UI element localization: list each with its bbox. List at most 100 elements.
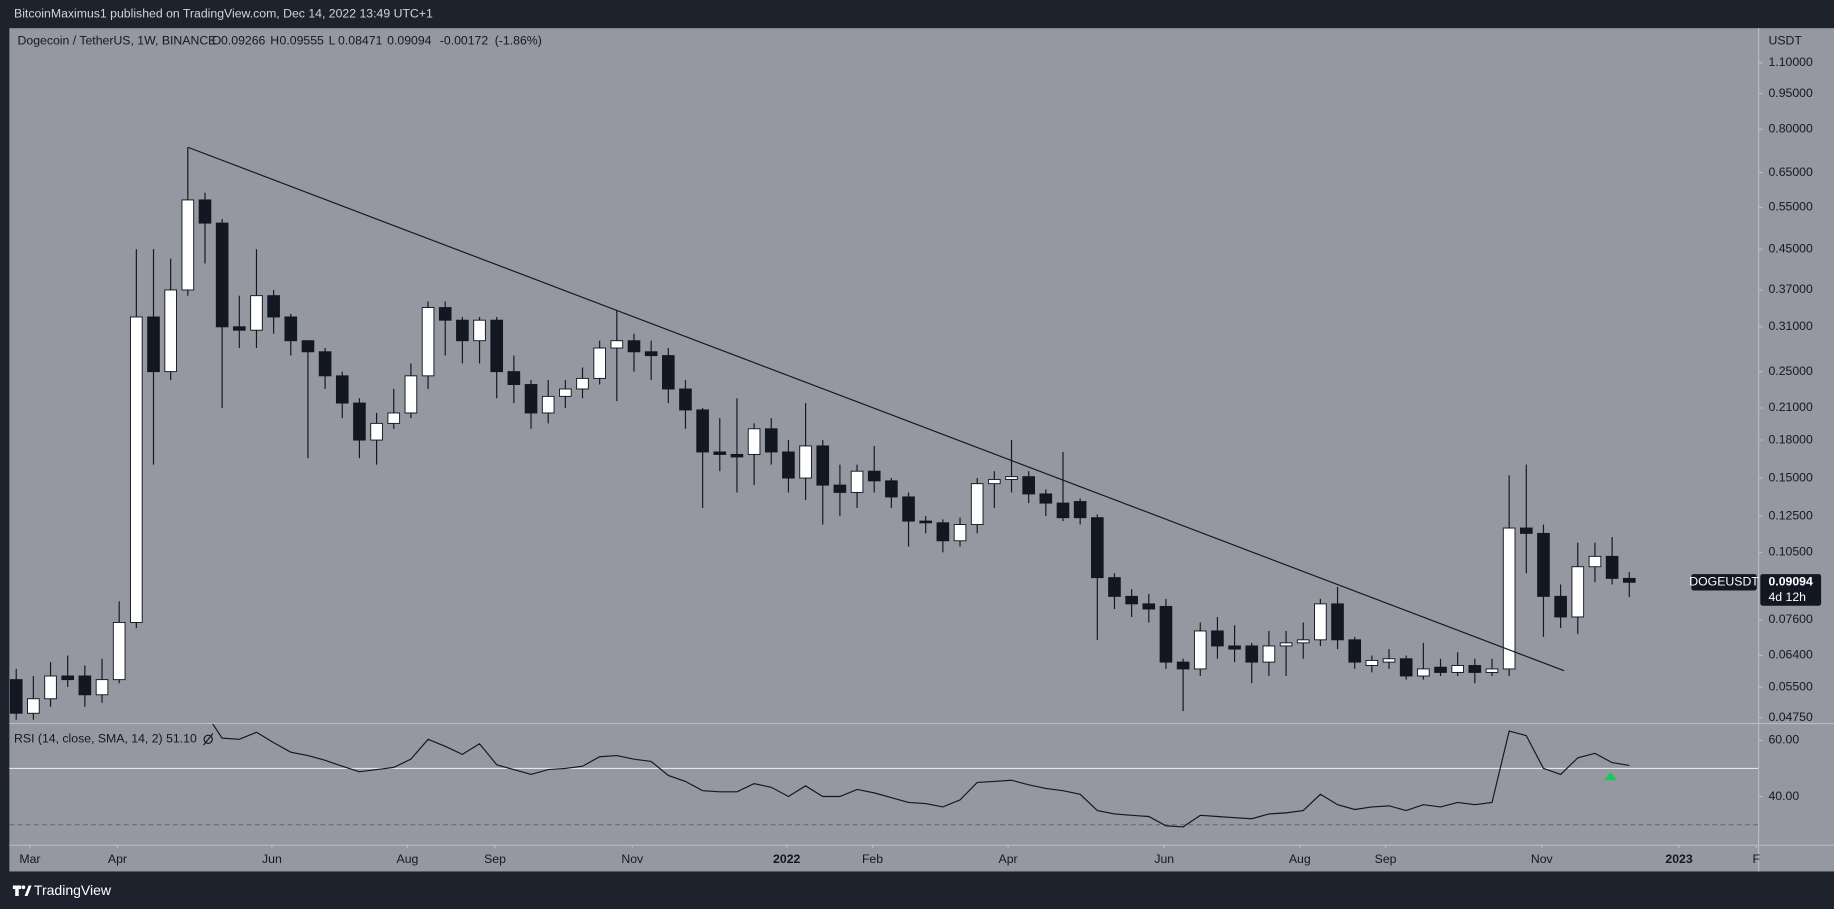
brand: TradingView (34, 882, 112, 898)
candle-body (559, 388, 572, 397)
y-tick-label: 0.10500 (1769, 545, 1814, 559)
candle-body (627, 340, 641, 353)
candle-body (1399, 658, 1413, 677)
candle-body (44, 675, 57, 700)
countdown: 4d 12h (1769, 590, 1807, 604)
x-tick-label: Apr (999, 852, 1018, 866)
candle-body (850, 470, 864, 493)
y-tick-label: 0.31000 (1769, 319, 1814, 333)
x-tick-label: 2022 (773, 852, 800, 866)
candle-body (782, 451, 795, 479)
x-tick-label: Apr (108, 852, 127, 866)
candle-body (1193, 630, 1207, 670)
candle-body (1228, 645, 1241, 650)
candle-body (867, 470, 881, 482)
y-tick-label: 1.10000 (1769, 55, 1814, 69)
candle-body (1090, 517, 1104, 579)
candle-body (78, 675, 92, 696)
candle-body (1142, 603, 1156, 610)
candle-body (215, 222, 229, 328)
candle-body (1485, 668, 1499, 673)
candle-body (370, 422, 383, 441)
legend-low: 0.08471 (338, 33, 383, 47)
y-tick-label: 0.25000 (1769, 364, 1814, 378)
candle-body (1348, 639, 1362, 663)
y-tick-label: 0.04750 (1769, 710, 1814, 724)
y-tick-label: 0.07600 (1769, 612, 1814, 626)
y-tick-label: 0.05500 (1769, 679, 1814, 693)
x-tick-label: F (1753, 852, 1761, 866)
candle-body (267, 295, 280, 318)
x-tick-label: Jun (262, 852, 282, 866)
candle-body (387, 412, 401, 424)
legend-open: 0.09266 (221, 33, 266, 47)
candle-body (1537, 532, 1550, 597)
rsi-visibility-icon (203, 733, 214, 746)
published-line: BitcoinMaximus1 published on TradingView… (14, 6, 433, 20)
candle-body (1519, 527, 1533, 534)
candle-body (953, 524, 967, 542)
price-box (1760, 574, 1822, 606)
candle-body (1073, 501, 1087, 519)
candle-body (250, 295, 263, 331)
symbol-label: DOGEUSDT (1689, 575, 1759, 589)
y-tick-label: 0.12500 (1769, 508, 1814, 522)
candle-body (1211, 630, 1224, 647)
y-tick-label: 60.00 (1769, 733, 1800, 747)
candle-body (438, 307, 452, 321)
y-tick-label: 0.18000 (1769, 432, 1814, 446)
brand-logo (12, 885, 32, 897)
y-tick-label: 0.37000 (1769, 282, 1814, 296)
candle-body (198, 199, 212, 224)
candle-body (1056, 502, 1070, 519)
candle-body (404, 375, 418, 414)
y-tick-label: 0.65000 (1769, 165, 1814, 179)
x-tick-label: Feb (862, 852, 883, 866)
legend-change-pct: (-1.86%) (495, 33, 542, 47)
candle-body (9, 679, 23, 714)
candle-body (1365, 659, 1379, 666)
y-tick-label: 0.21000 (1769, 400, 1814, 414)
candle-body (1245, 645, 1259, 663)
x-tick-label: Aug (1289, 852, 1311, 866)
candle-body (919, 520, 933, 524)
candle-body (679, 388, 692, 411)
candle-body (147, 316, 160, 373)
y-tick-label: 0.55000 (1769, 200, 1814, 214)
x-tick-label: Jun (1154, 852, 1174, 866)
candle-body (970, 483, 984, 526)
candle-body (1262, 645, 1276, 663)
candle-body (1502, 527, 1516, 670)
candle-body (593, 347, 606, 379)
signal-arrow (1603, 772, 1618, 781)
y-tick-label: 0.80000 (1769, 122, 1814, 136)
candle-body (730, 453, 744, 458)
candle-body (988, 478, 1001, 485)
rsi-line (212, 724, 1630, 828)
candle-body (661, 355, 675, 390)
candle-body (902, 496, 915, 522)
candle-body (318, 351, 332, 377)
candle-body (1451, 665, 1464, 673)
x-tick-label: Nov (1531, 852, 1554, 866)
candle-body (885, 480, 898, 498)
candle-body (713, 451, 727, 455)
candle-body (1279, 642, 1293, 647)
y-tick-label: 0.06400 (1769, 648, 1814, 662)
candle-body (1039, 493, 1053, 504)
x-tick-label: Sep (1375, 852, 1397, 866)
legend-close: 0.09094 (387, 33, 432, 47)
trendline (187, 146, 1565, 672)
y-tick-label: 0.45000 (1769, 241, 1814, 255)
candle-body (1159, 605, 1173, 663)
rsi-title: RSI (14, close, SMA, 14, 2) (14, 732, 163, 746)
currency: USDT (1769, 33, 1803, 47)
candle-body (232, 326, 246, 331)
symbol-box (1691, 574, 1757, 591)
candle-body (1125, 595, 1138, 605)
legend-change: -0.00172 (440, 33, 489, 47)
candle-body (747, 428, 761, 455)
candle-body (164, 289, 177, 373)
